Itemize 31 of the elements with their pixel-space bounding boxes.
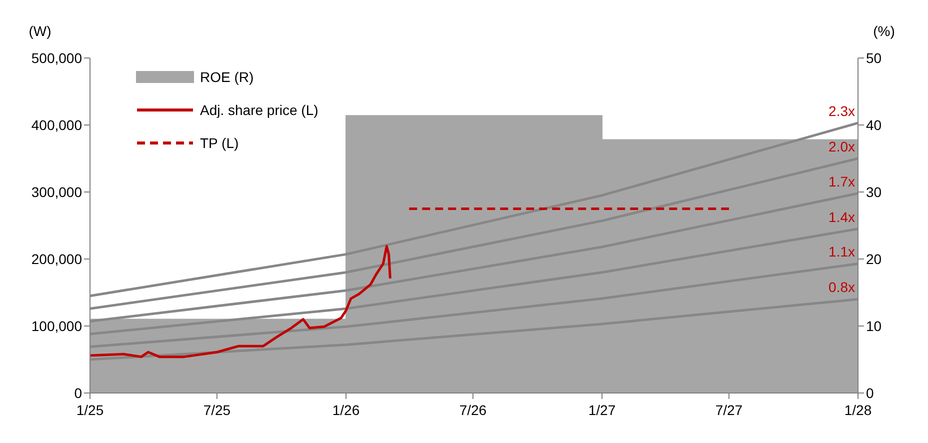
y-tick-label: 200,000 [31, 250, 82, 267]
legend-label: ROE (R) [200, 68, 254, 84]
y-tick-label: 500,000 [31, 50, 82, 66]
y2-tick-label: 10 [866, 318, 882, 334]
x-tick-label: 1/26 [332, 402, 360, 418]
annotation: 1.1x [828, 244, 855, 260]
y-tick-label: 400,000 [31, 116, 82, 133]
x-tick-label: 7/27 [715, 402, 743, 418]
legend-label: TP (L) [200, 134, 239, 150]
y2-axis-title: (%) [873, 23, 895, 39]
x-tick-label: 1/28 [844, 402, 872, 418]
annotation: 2.3x [828, 102, 855, 119]
y-tick-label: 300,000 [31, 184, 82, 200]
x-tick-label: 7/25 [203, 402, 231, 418]
line-series [90, 245, 392, 358]
x-tick-label: 7/26 [459, 402, 487, 418]
y2-tick-label: 0 [866, 384, 874, 401]
y2-tick-label: 30 [866, 184, 882, 200]
y-tick-label: 0 [74, 384, 82, 401]
annotation: 0.8x [828, 279, 855, 296]
annotation: 1.4x [828, 208, 855, 225]
annotation: 2.0x [828, 138, 855, 154]
y2-tick-label: 50 [866, 50, 882, 66]
y-tick-label: 100,000 [31, 318, 82, 334]
legend-label: Adj. share price (L) [200, 102, 318, 118]
x-tick-label: 1/25 [76, 402, 104, 418]
y2-tick-label: 20 [866, 250, 882, 267]
y2-tick-label: 40 [866, 116, 882, 133]
annotation: 1.7x [828, 173, 855, 190]
x-tick-label: 1/27 [588, 402, 616, 418]
y-axis-title: (W) [28, 23, 52, 39]
